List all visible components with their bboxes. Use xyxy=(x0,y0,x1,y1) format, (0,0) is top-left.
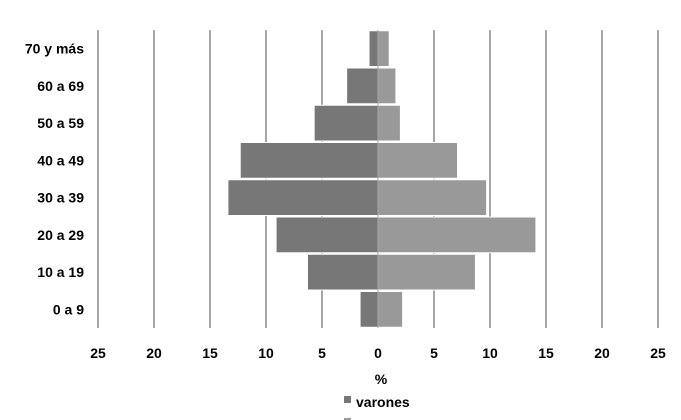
legend: varones xyxy=(344,394,410,420)
category-axis-labels: 70 y más 60 a 69 50 a 59 40 a 49 30 a 39 20 a… xyxy=(25,41,84,318)
value-axis-tick-labels: 25 20 15 10 5 0 5 10 15 20 25 xyxy=(90,345,666,361)
bar-series1-7 xyxy=(377,290,404,328)
category-label-6: 10 a 19 xyxy=(37,264,84,280)
bar-series1-0 xyxy=(377,30,390,68)
category-label-7: 0 a 9 xyxy=(53,301,84,317)
x-tick-label-9: 20 xyxy=(594,345,610,361)
x-tick-label-6: 5 xyxy=(430,345,438,361)
gridlines xyxy=(97,30,659,328)
category-label-4: 30 a 39 xyxy=(37,190,84,206)
legend-label-0: varones xyxy=(356,394,410,410)
bar-series0-1 xyxy=(346,67,379,105)
bar-series0-6 xyxy=(306,253,379,291)
category-label-3: 40 a 49 xyxy=(37,152,84,168)
x-tick-label-4: 5 xyxy=(318,345,326,361)
x-tick-label-3: 10 xyxy=(258,345,274,361)
bar-series1-6 xyxy=(377,253,476,291)
bars xyxy=(227,30,537,328)
bar-series0-0 xyxy=(368,30,379,68)
category-label-0: 70 y más xyxy=(25,41,84,57)
x-tick-label-0: 25 xyxy=(90,345,106,361)
bar-series1-3 xyxy=(377,141,459,179)
x-tick-label-1: 20 xyxy=(146,345,162,361)
bar-series1-1 xyxy=(377,67,397,105)
x-tick-label-5: 0 xyxy=(374,345,382,361)
category-label-1: 60 a 69 xyxy=(37,78,84,94)
x-axis-label: % xyxy=(375,371,388,387)
bar-series1-2 xyxy=(377,104,401,142)
x-tick-label-7: 10 xyxy=(482,345,498,361)
x-tick-label-8: 15 xyxy=(538,345,554,361)
category-label-5: 20 a 29 xyxy=(37,227,84,243)
x-tick-label-2: 15 xyxy=(202,345,218,361)
x-tick-label-10: 25 xyxy=(650,345,666,361)
bar-series1-4 xyxy=(377,179,488,217)
bar-series0-3 xyxy=(239,141,379,179)
legend-swatch-0 xyxy=(344,396,351,403)
legend-swatch-1 xyxy=(344,418,351,420)
bar-series0-2 xyxy=(313,104,379,142)
bar-series0-7 xyxy=(359,290,379,328)
bar-series0-5 xyxy=(275,216,379,254)
bar-series0-4 xyxy=(227,179,379,217)
category-label-2: 50 a 59 xyxy=(37,115,84,131)
bar-series1-5 xyxy=(377,216,537,254)
